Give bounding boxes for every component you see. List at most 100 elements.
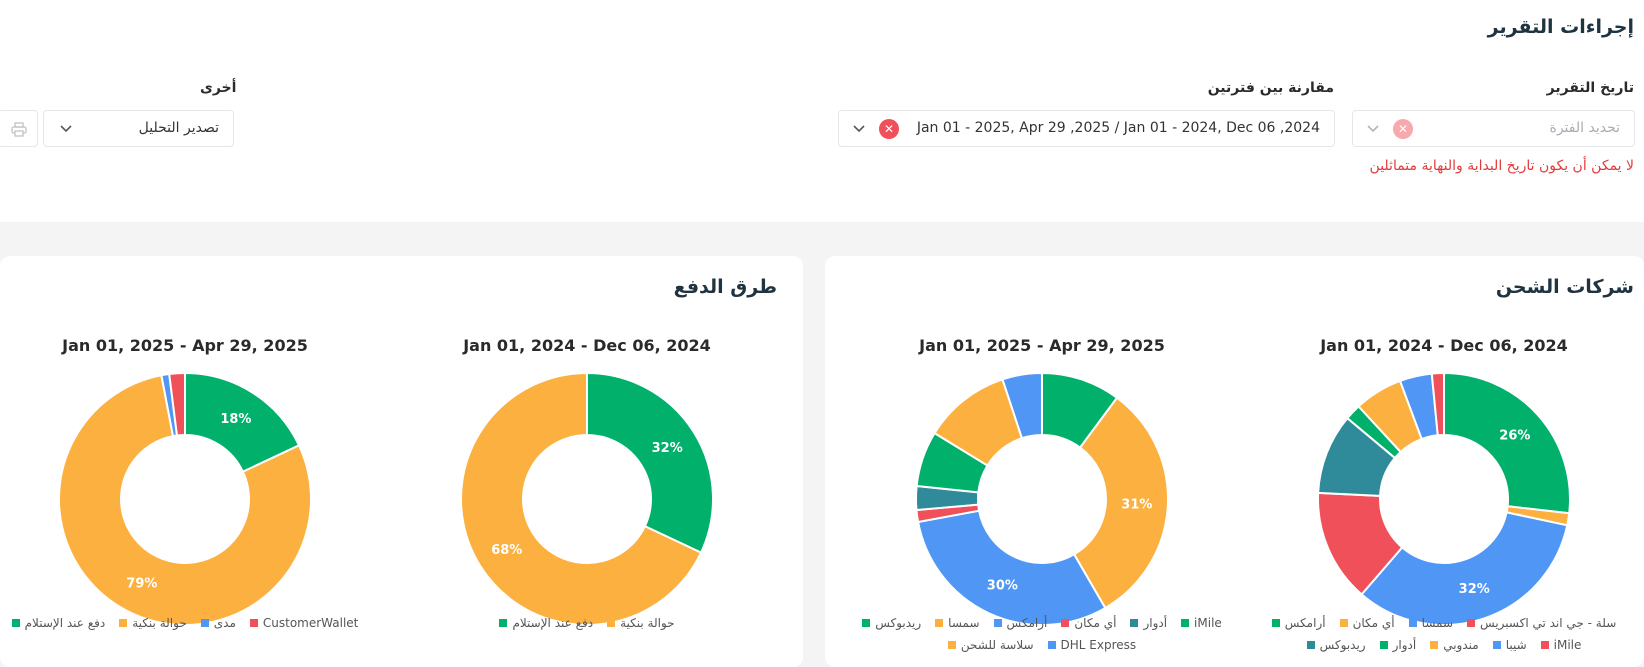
- legend-label: أدوار: [1392, 638, 1417, 652]
- legend-item[interactable]: سمسا: [1408, 616, 1454, 630]
- legend-item[interactable]: دفع عند الإستلام: [499, 616, 593, 630]
- legend-item[interactable]: ريدبوكس: [862, 616, 921, 630]
- chevron-down-icon[interactable]: [1367, 125, 1379, 133]
- legend-swatch: [1047, 641, 1056, 649]
- legend-item[interactable]: iMile: [1540, 638, 1582, 652]
- page-title: إجراءات التقرير: [1487, 16, 1634, 38]
- pie-slice[interactable]: [916, 509, 1107, 626]
- legend-item[interactable]: أدوار: [1379, 638, 1417, 652]
- legend-row: DHL Express سلاسة للشحن: [852, 638, 1232, 652]
- legend-swatch: [1130, 619, 1139, 627]
- report-date-picker[interactable]: تحديد الفترة ✕: [1352, 110, 1635, 147]
- compare-label: مقارنة بين فترتين: [1207, 80, 1334, 96]
- chart-legend: حوالة بنكية دفع عند الإستلام: [397, 616, 777, 638]
- chart-shipping-2024: Jan 01, 2024 - Dec 06, 2024 26% 32% سلة - ج…: [1271, 336, 1616, 667]
- pie-slice[interactable]: [1443, 372, 1571, 515]
- legend-row: iMile شيبا مندوبي أدوار ريدبوكس: [1254, 638, 1634, 652]
- legend-item[interactable]: DHL Express: [1047, 638, 1137, 652]
- pie-slice[interactable]: [58, 374, 312, 626]
- clear-compare-icon[interactable]: ✕: [879, 119, 899, 139]
- pie-slice[interactable]: [1001, 372, 1043, 440]
- pie-slice[interactable]: [1430, 372, 1445, 437]
- legend-label: سمسا: [1421, 616, 1454, 630]
- legend-item[interactable]: حوالة بنكية: [119, 616, 187, 630]
- compare-value: Jan 01 - 2025, Apr 29 ,2025 / Jan 01 - 2…: [916, 120, 1320, 136]
- legend-swatch: [1467, 619, 1476, 627]
- legend-swatch: [1181, 619, 1190, 627]
- legend-item[interactable]: مندوبي: [1430, 638, 1479, 652]
- legend-item[interactable]: سلة - جي اند تي اكسبريس: [1467, 616, 1616, 630]
- print-button[interactable]: [0, 110, 38, 147]
- legend-label: ريدبوكس: [1319, 638, 1366, 652]
- report-date-label: تاريخ التقرير: [1546, 80, 1634, 96]
- legend-item[interactable]: أرامكس: [993, 616, 1048, 630]
- legend-label: دفع عند الإستلام: [24, 616, 106, 630]
- legend-label: مندوبي: [1443, 638, 1479, 652]
- legend-label: iMile: [1553, 638, 1582, 652]
- compare-date-picker[interactable]: Jan 01 - 2025, Apr 29 ,2025 / Jan 01 - 2…: [838, 110, 1335, 147]
- slice-label: 32%: [652, 441, 683, 456]
- chart-shipping-2025: Jan 01, 2025 - Apr 29, 2025 31% 30% iMile أد…: [862, 336, 1222, 667]
- legend-label: أي مكان: [1352, 616, 1395, 630]
- chart-legend: CustomerWallet مدى حوالة بنكية دفع عند الإس…: [0, 616, 375, 638]
- pie-slice[interactable]: [586, 372, 714, 554]
- legend-swatch: [947, 641, 956, 649]
- legend-item[interactable]: أدوار: [1130, 616, 1167, 630]
- pie-slice[interactable]: [168, 372, 186, 437]
- pie-slice[interactable]: [184, 372, 301, 474]
- export-select[interactable]: تصدير التحليل: [43, 110, 234, 147]
- legend-swatch: [993, 619, 1002, 627]
- legend-label: CustomerWallet: [262, 616, 359, 630]
- chart-legend: سلة - جي اند تي اكسبريس سمسا أي مكان أرامكس…: [1254, 616, 1634, 660]
- legend-row: iMile أدوار أي مكان أرامكس سمسا ريدبوكس: [852, 616, 1232, 630]
- legend-item[interactable]: iMile: [1181, 616, 1222, 630]
- printer-icon: [11, 122, 27, 137]
- legend-label: أرامكس: [1006, 616, 1048, 630]
- report-date-placeholder: تحديد الفترة: [1549, 120, 1621, 136]
- chart-payment-2025: Jan 01, 2025 - Apr 29, 2025 18% 79% Custome…: [11, 336, 358, 667]
- legend-swatch: [249, 619, 258, 627]
- legend-item[interactable]: أرامكس: [1271, 616, 1326, 630]
- donut-chart: 18% 79%: [58, 372, 312, 626]
- legend-label: دفع عند الإستلام: [512, 616, 594, 630]
- legend-label: حوالة بنكية: [132, 616, 187, 630]
- legend-item[interactable]: أي مكان: [1061, 616, 1116, 630]
- legend-item[interactable]: شيبا: [1492, 638, 1527, 652]
- chart-payment-2024: Jan 01, 2024 - Dec 06, 2024 32% 68% حوالة ب…: [437, 336, 737, 667]
- legend-label: DHL Express: [1060, 638, 1137, 652]
- legend-item[interactable]: سلاسة للشحن: [947, 638, 1034, 652]
- slice-label: 32%: [1459, 582, 1490, 597]
- legend-swatch: [1540, 641, 1549, 649]
- other-label: أخرى: [200, 80, 237, 96]
- legend-item[interactable]: ريدبوكس: [1306, 638, 1366, 652]
- legend-item[interactable]: CustomerWallet: [249, 616, 359, 630]
- chevron-down-icon[interactable]: [853, 125, 865, 133]
- legend-item[interactable]: مدى: [200, 616, 236, 630]
- legend-item[interactable]: سمسا: [935, 616, 980, 630]
- legend-item[interactable]: حوالة بنكية: [607, 616, 675, 630]
- payment-card-title: طرق الدفع: [673, 276, 777, 298]
- legend-label: شيبا: [1505, 638, 1527, 652]
- legend-swatch: [119, 619, 128, 627]
- legend-swatch: [1306, 641, 1315, 649]
- chevron-down-icon[interactable]: [60, 125, 72, 133]
- clear-date-icon[interactable]: ✕: [1393, 119, 1413, 139]
- legend-item[interactable]: أي مكان: [1339, 616, 1395, 630]
- legend-row: حوالة بنكية دفع عند الإستلام: [397, 616, 777, 630]
- pie-slice[interactable]: [1072, 396, 1169, 610]
- chart-title: Jan 01, 2024 - Dec 06, 2024: [1320, 336, 1568, 355]
- pie-slice[interactable]: [460, 372, 703, 626]
- slice-label: 31%: [1121, 497, 1152, 512]
- legend-swatch: [1430, 641, 1439, 649]
- error-message: لا يمكن أن يكون تاريخ البداية والنهاية م…: [1369, 158, 1634, 174]
- legend-swatch: [607, 619, 616, 627]
- legend-swatch: [1061, 619, 1070, 627]
- shipping-card-title: شركات الشحن: [1495, 276, 1634, 298]
- export-value: تصدير التحليل: [138, 120, 219, 136]
- legend-row: CustomerWallet مدى حوالة بنكية دفع عند الإس…: [0, 616, 375, 630]
- legend-label: حوالة بنكية: [620, 616, 675, 630]
- pie-slice[interactable]: [1360, 511, 1569, 626]
- donut-chart: 31% 30%: [915, 372, 1169, 626]
- legend-item[interactable]: دفع عند الإستلام: [11, 616, 106, 630]
- legend-label: ريدبوكس: [875, 616, 922, 630]
